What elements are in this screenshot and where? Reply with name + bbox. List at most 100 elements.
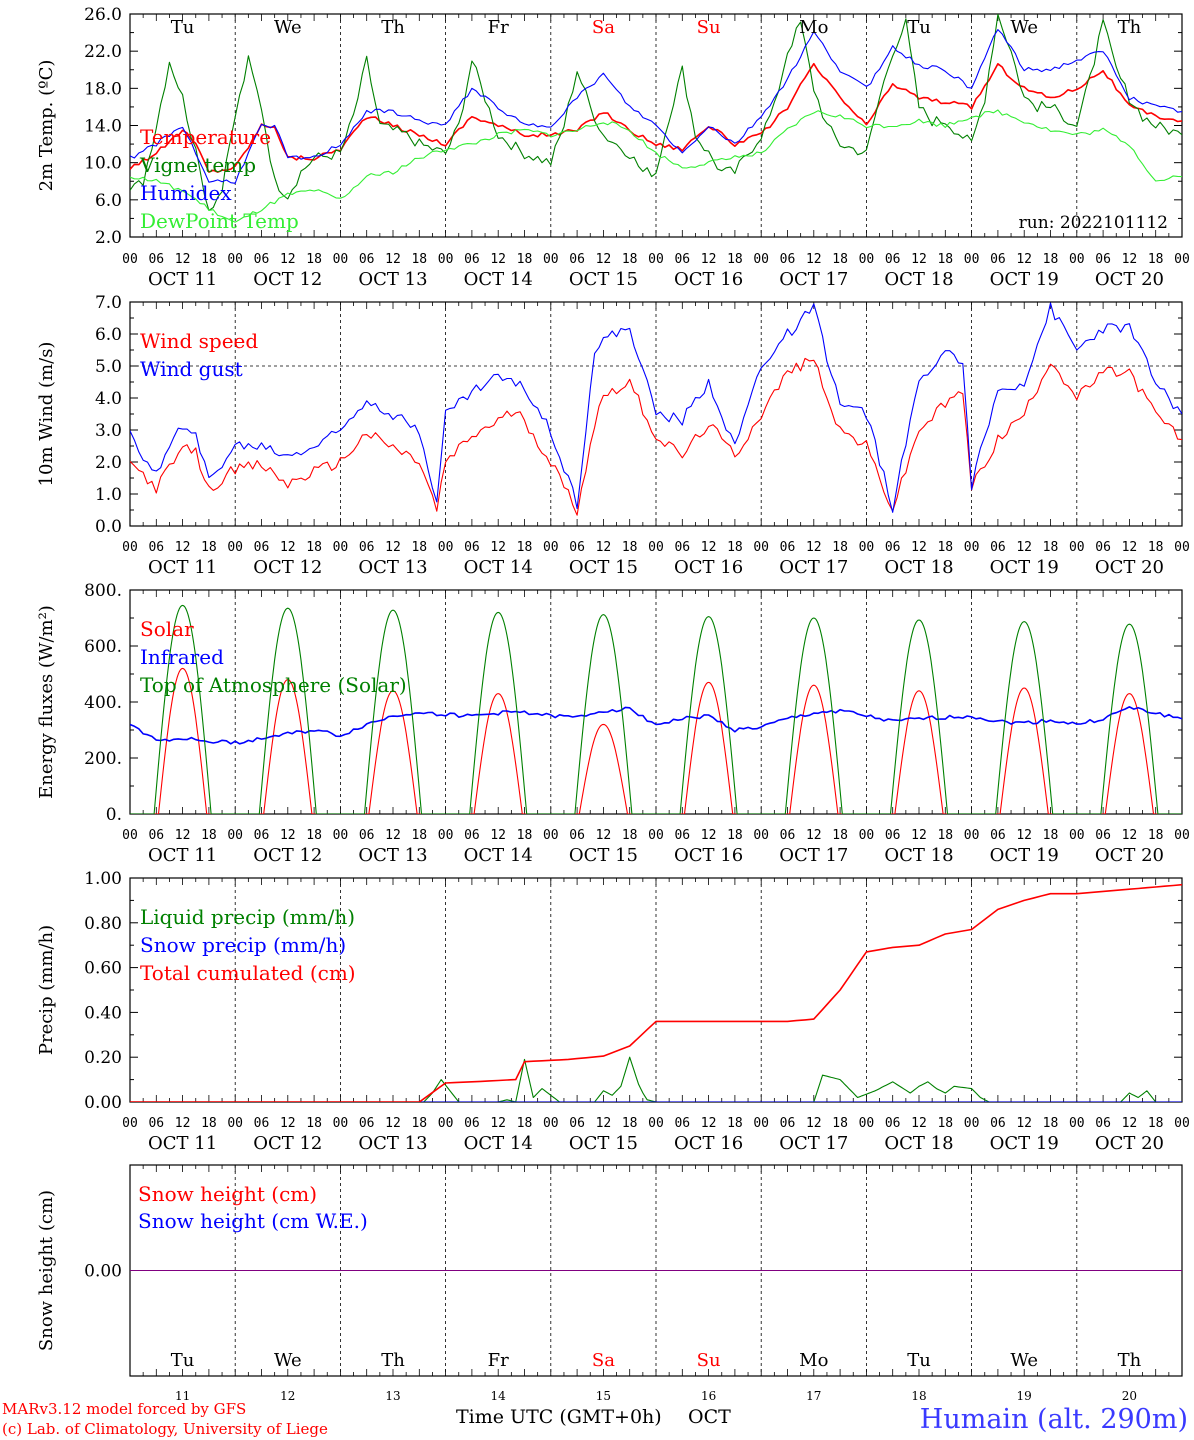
hour-label: 06 [990, 1116, 1006, 1131]
day-name: Tu [907, 17, 931, 38]
hour-label: 06 [780, 1116, 796, 1131]
day-name: Sa [592, 1350, 615, 1371]
hour-label: 06 [1095, 540, 1111, 555]
hour-label: 00 [122, 1116, 138, 1131]
hour-label: 06 [1095, 828, 1111, 843]
hour-label: 00 [964, 1116, 980, 1131]
date-label: OCT 19 [990, 845, 1059, 866]
date-number: 19 [1017, 1389, 1032, 1403]
hour-label: 12 [175, 540, 191, 555]
hour-label: 18 [411, 252, 427, 267]
day-name: Fr [488, 17, 509, 38]
hour-label: 12 [1016, 252, 1032, 267]
hour-label: 06 [674, 1116, 690, 1131]
hour-label: 18 [622, 252, 638, 267]
y-tick-label: 6.0 [95, 325, 122, 345]
hour-label: 18 [1043, 828, 1059, 843]
hour-label: 06 [885, 252, 901, 267]
y-tick-label: 0.40 [84, 1003, 122, 1023]
hour-label: 18 [1043, 1116, 1059, 1131]
day-name: Tu [171, 1350, 195, 1371]
credit-line-2: (c) Lab. of Climatology, University of L… [2, 1420, 328, 1438]
hour-label: 12 [1122, 252, 1138, 267]
date-label: OCT 14 [464, 269, 533, 290]
hour-label: 18 [201, 252, 217, 267]
legend-entry: Humidex [140, 181, 232, 205]
day-name: Th [381, 17, 405, 38]
hour-label: 12 [806, 828, 822, 843]
y-axis-label: Precip (mm/h) [36, 925, 57, 1055]
hour-label: 06 [1095, 1116, 1111, 1131]
hour-label: 18 [727, 828, 743, 843]
hour-label: 18 [517, 540, 533, 555]
y-tick-label: 7.0 [95, 293, 122, 313]
date-label: OCT 18 [884, 557, 953, 578]
x-axis-month: OCT [688, 1406, 731, 1428]
legend-entry: Wind gust [140, 357, 243, 381]
hour-label: 18 [411, 828, 427, 843]
date-label: OCT 15 [569, 557, 638, 578]
hour-label: 00 [122, 540, 138, 555]
hour-label: 12 [1016, 828, 1032, 843]
hour-label: 06 [254, 828, 270, 843]
y-tick-label: 0.60 [84, 959, 122, 979]
hour-label: 12 [1122, 540, 1138, 555]
hour-label: 12 [175, 828, 191, 843]
hour-label: 00 [438, 252, 454, 267]
hour-label: 18 [937, 540, 953, 555]
hour-label: 18 [832, 828, 848, 843]
date-label: OCT 17 [779, 1133, 848, 1154]
series-line-top-of-atmosphere-solar- [130, 604, 1182, 814]
hour-label: 00 [1174, 1116, 1190, 1131]
hour-label: 12 [280, 828, 296, 843]
hour-label: 06 [254, 252, 270, 267]
hour-label: 18 [622, 1116, 638, 1131]
hour-label: 06 [464, 252, 480, 267]
hour-label: 06 [674, 540, 690, 555]
credit-line-1: MARv3.12 model forced by GFS [2, 1400, 246, 1418]
hour-label: 06 [674, 252, 690, 267]
y-tick-label: 6.0 [95, 191, 122, 211]
date-label: OCT 15 [569, 1133, 638, 1154]
hour-label: 12 [596, 252, 612, 267]
date-label: OCT 18 [884, 845, 953, 866]
hour-label: 18 [832, 252, 848, 267]
hour-label: 00 [1069, 1116, 1085, 1131]
date-label: OCT 17 [779, 557, 848, 578]
legend-entry: Liquid precip (mm/h) [140, 905, 355, 929]
hour-label: 18 [411, 1116, 427, 1131]
hour-label: 00 [648, 252, 664, 267]
date-label: OCT 13 [358, 1133, 427, 1154]
hour-label: 12 [911, 1116, 927, 1131]
hour-label: 00 [543, 540, 559, 555]
date-label: OCT 12 [253, 1133, 322, 1154]
hour-label: 00 [227, 1116, 243, 1131]
hour-label: 18 [306, 828, 322, 843]
hour-label: 00 [859, 1116, 875, 1131]
y-tick-label: 1.00 [84, 869, 122, 889]
y-tick-label: 22.0 [84, 42, 122, 62]
hour-label: 00 [964, 540, 980, 555]
hour-label: 00 [648, 540, 664, 555]
y-tick-label: 26.0 [84, 5, 122, 25]
hour-label: 06 [359, 540, 375, 555]
hour-label: 18 [201, 828, 217, 843]
date-number: 18 [911, 1389, 926, 1403]
y-tick-label: 10.0 [84, 154, 122, 174]
hour-label: 00 [1069, 252, 1085, 267]
hour-label: 00 [964, 252, 980, 267]
panel-wind: 0.0 1.0 2.0 3.0 4.0 5.0 6.0 7.0 10m Wind (m/s) 00… [36, 293, 1190, 578]
date-label: OCT 16 [674, 845, 743, 866]
hour-label: 18 [937, 828, 953, 843]
hour-label: 18 [727, 252, 743, 267]
hour-label: 00 [1069, 828, 1085, 843]
hour-label: 12 [596, 540, 612, 555]
hour-label: 00 [1174, 828, 1190, 843]
hour-label: 12 [1122, 828, 1138, 843]
hour-label: 18 [411, 540, 427, 555]
y-tick-label: 2.0 [95, 228, 122, 248]
hour-label: 06 [780, 828, 796, 843]
hour-label: 12 [1122, 1116, 1138, 1131]
y-tick-label: 0.80 [84, 914, 122, 934]
